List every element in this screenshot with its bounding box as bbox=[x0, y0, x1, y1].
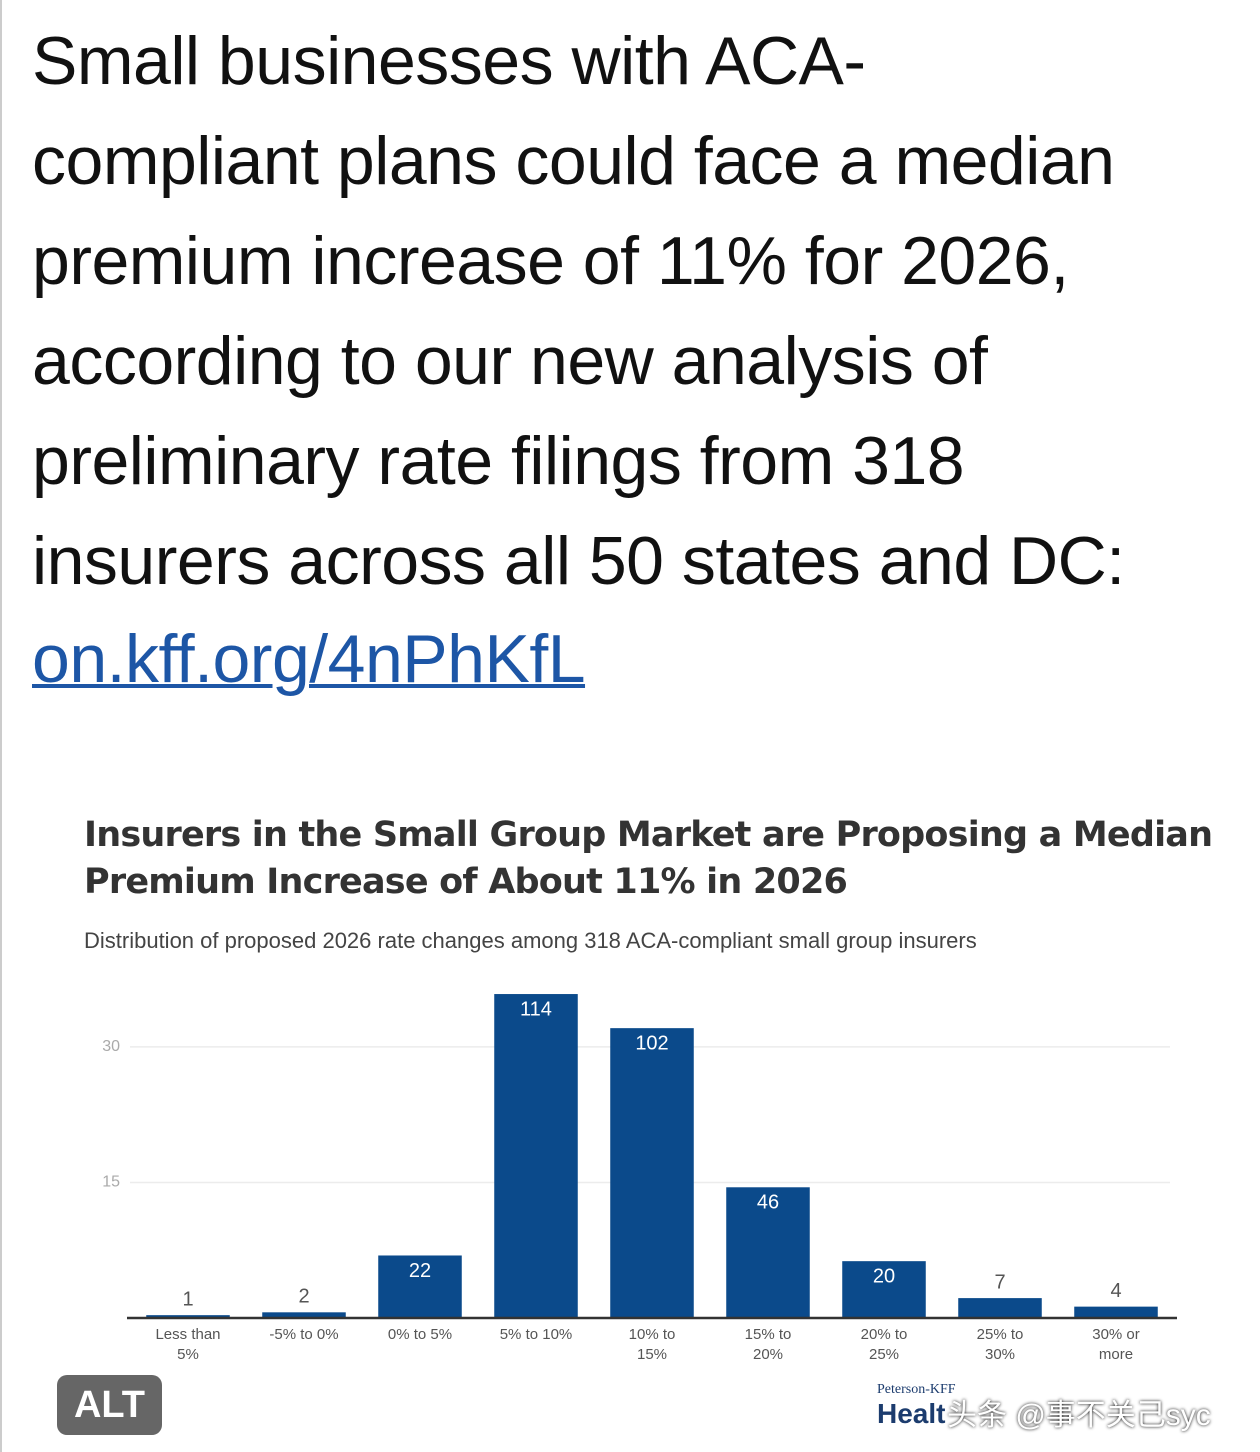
bar bbox=[1074, 1306, 1158, 1318]
data-label: 20 bbox=[873, 1265, 895, 1287]
post-text: preliminary rate filings from 318 bbox=[32, 423, 965, 499]
data-label: 102 bbox=[635, 1032, 668, 1054]
x-tick-label: 5% to 10% bbox=[499, 1326, 573, 1343]
x-tick-label: 0% to 5% bbox=[387, 1326, 453, 1343]
bar bbox=[842, 1261, 926, 1318]
x-tick-label: 15% to 20% bbox=[744, 1326, 792, 1363]
bar bbox=[610, 1028, 694, 1318]
bar bbox=[726, 1187, 810, 1318]
source-logo: Peterson-KFF bbox=[877, 1382, 956, 1397]
bar bbox=[146, 1315, 230, 1318]
bar bbox=[378, 1255, 462, 1318]
data-label: 22 bbox=[409, 1260, 431, 1282]
post-text: according to our new analysis of bbox=[32, 323, 988, 399]
x-tick-label: 20% to 25% bbox=[860, 1326, 908, 1363]
chart-subtitle: Distribution of proposed 2026 rate chang… bbox=[84, 928, 977, 953]
data-label: 114 bbox=[520, 998, 552, 1020]
y-tick-label: 15 bbox=[102, 1174, 120, 1191]
post-text: insurers across all 50 states and DC: bbox=[32, 523, 1125, 599]
data-label: 2 bbox=[298, 1286, 309, 1308]
x-tick-label: Less than 5% bbox=[155, 1326, 221, 1363]
bar bbox=[958, 1298, 1042, 1318]
x-tick-label: 25% to 30% bbox=[976, 1326, 1024, 1363]
x-tick-label: 30% or more bbox=[1092, 1326, 1140, 1363]
data-label: 7 bbox=[994, 1271, 1005, 1293]
x-tick-label: -5% to 0% bbox=[269, 1326, 339, 1343]
post-text: Small businesses with ACA- bbox=[32, 23, 866, 99]
source-logo: Healt bbox=[877, 1398, 946, 1429]
data-label: 1 bbox=[182, 1288, 193, 1310]
alt-badge[interactable]: ALT bbox=[57, 1375, 162, 1435]
data-label: 4 bbox=[1110, 1280, 1121, 1302]
x-tick-label: 10% to 15% bbox=[628, 1326, 676, 1363]
chart-title: Premium Increase of About 11% in 2026 bbox=[84, 862, 848, 902]
y-tick-label: 30 bbox=[102, 1038, 120, 1055]
chart-title: Insurers in the Small Group Market are P… bbox=[84, 815, 1213, 855]
post-link[interactable]: on.kff.org/4nPhKfL bbox=[32, 621, 586, 697]
post-text: compliant plans could face a median bbox=[32, 123, 1115, 199]
bar bbox=[262, 1312, 346, 1318]
bar bbox=[494, 994, 578, 1318]
watermark: 头条 @事不关己syc bbox=[947, 1399, 1211, 1432]
data-label: 46 bbox=[757, 1192, 779, 1214]
post-text: premium increase of 11% for 2026, bbox=[32, 223, 1069, 299]
